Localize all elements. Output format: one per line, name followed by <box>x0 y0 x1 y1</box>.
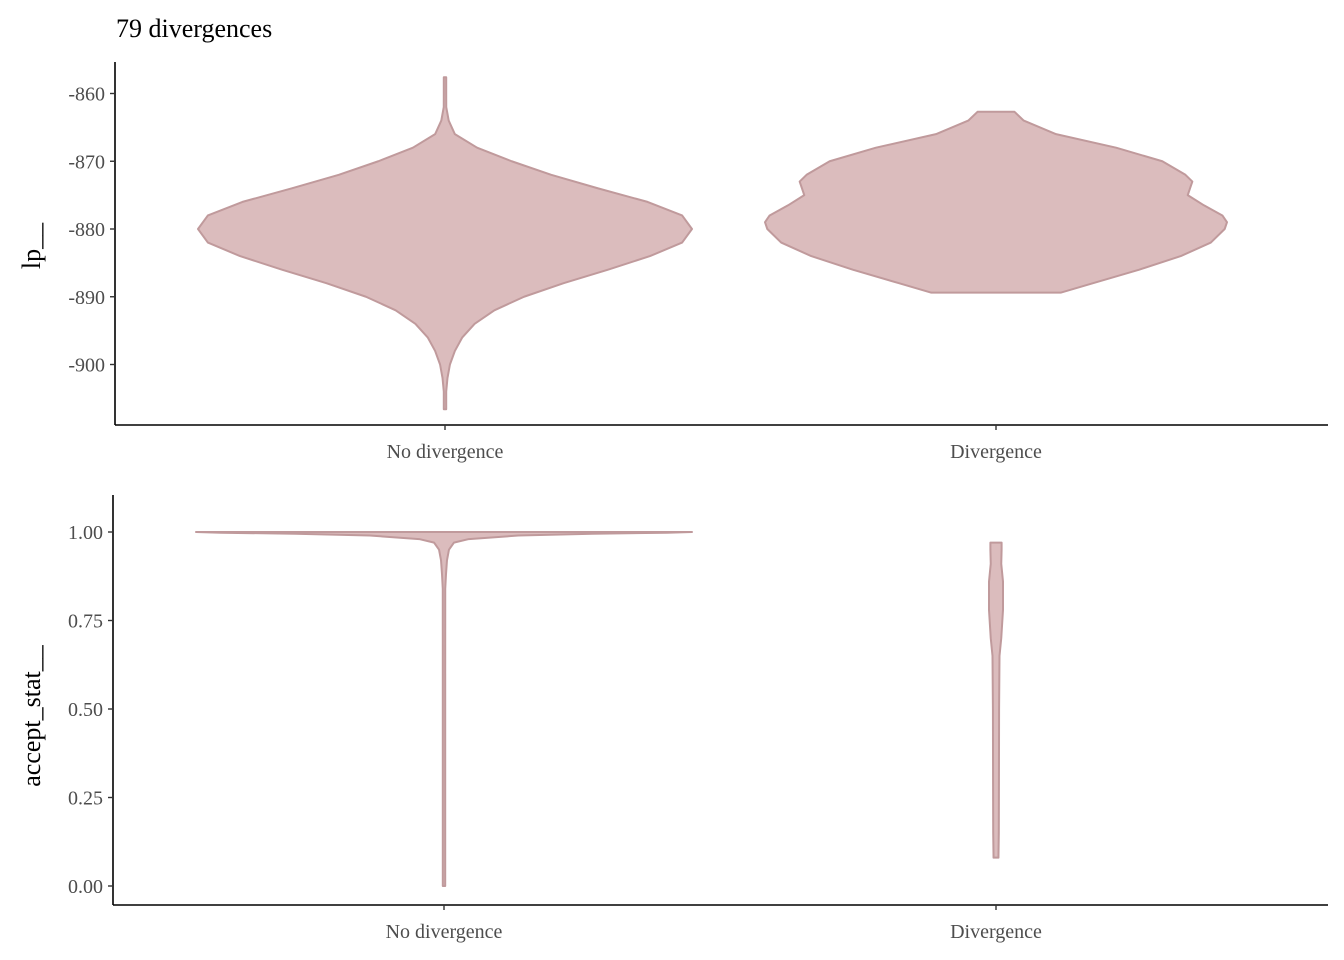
y-tick-label: -900 <box>68 355 105 377</box>
y-tick-label: -870 <box>68 151 105 173</box>
chart-title: 79 divergences <box>116 14 272 43</box>
y-axis-title: accept_stat__ <box>17 644 46 786</box>
y-tick-label: 0.50 <box>68 699 103 721</box>
y-tick-label: 0.25 <box>68 788 103 810</box>
y-tick-label: -890 <box>68 287 105 309</box>
x-tick-label: No divergence <box>386 921 503 943</box>
lp-violin-panel: -860 -870 -880 -890 -900 No divergence Diverge… <box>17 62 1328 463</box>
y-tick-label: -860 <box>68 84 105 106</box>
y-tick-label: 0.75 <box>68 611 103 633</box>
y-axis-title: lp__ <box>17 222 46 269</box>
violin-no-divergence <box>195 531 693 887</box>
violin-divergence <box>988 541 1004 859</box>
x-tick-label: Divergence <box>950 441 1042 463</box>
violin-divergence <box>764 110 1228 294</box>
y-tick-label: 1.00 <box>68 522 103 544</box>
y-tick-label: 0.00 <box>68 876 103 898</box>
y-tick-label: -880 <box>68 219 105 241</box>
x-tick-label: No divergence <box>387 441 504 463</box>
violin-no-divergence <box>197 76 693 411</box>
accept-stat-violin-panel: 1.00 0.75 0.50 0.25 0.00 No divergence Diverge… <box>17 495 1328 943</box>
x-tick-label: Divergence <box>950 921 1042 943</box>
